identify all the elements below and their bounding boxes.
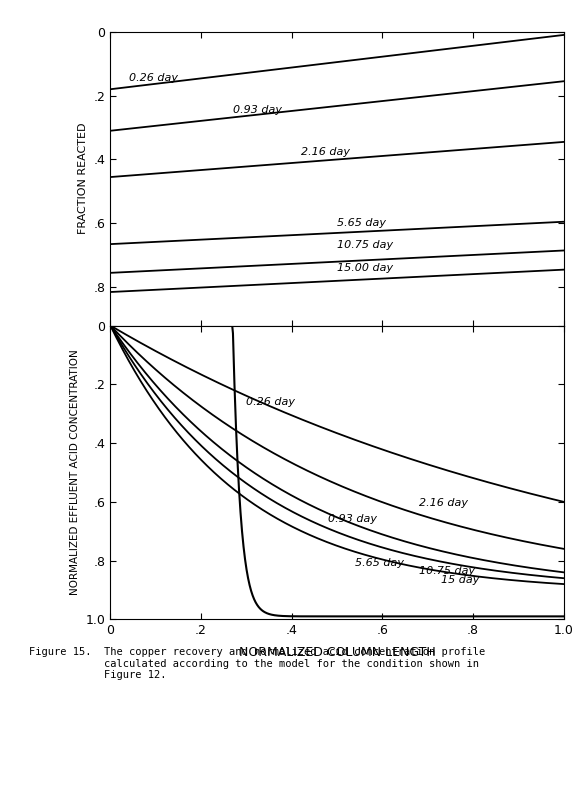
Text: 0.93 day: 0.93 day [328,515,377,524]
Text: 0.26 day: 0.26 day [246,397,295,407]
Text: 15 day: 15 day [441,575,479,584]
Text: 2.16 day: 2.16 day [301,147,350,156]
Y-axis label: NORMALIZED EFFLUENT ACID CONCENTRATION: NORMALIZED EFFLUENT ACID CONCENTRATION [70,349,80,596]
Text: 0.93 day: 0.93 day [233,105,282,115]
Text: 5.65 day: 5.65 day [337,218,386,228]
Text: 0.26 day: 0.26 day [128,73,178,83]
Y-axis label: FRACTION REACTED: FRACTION REACTED [78,123,88,234]
Text: 10.75 day: 10.75 day [418,566,475,576]
Text: 15.00 day: 15.00 day [337,263,393,272]
X-axis label: NORMALIZED COLUMN LENGTH: NORMALIZED COLUMN LENGTH [239,646,435,658]
Text: 5.65 day: 5.65 day [355,558,404,569]
Text: Figure 15.  The copper recovery and normalized acid concentration profile
      : Figure 15. The copper recovery and norma… [29,647,485,680]
Text: 2.16 day: 2.16 day [418,498,468,508]
Text: 10.75 day: 10.75 day [337,241,393,250]
